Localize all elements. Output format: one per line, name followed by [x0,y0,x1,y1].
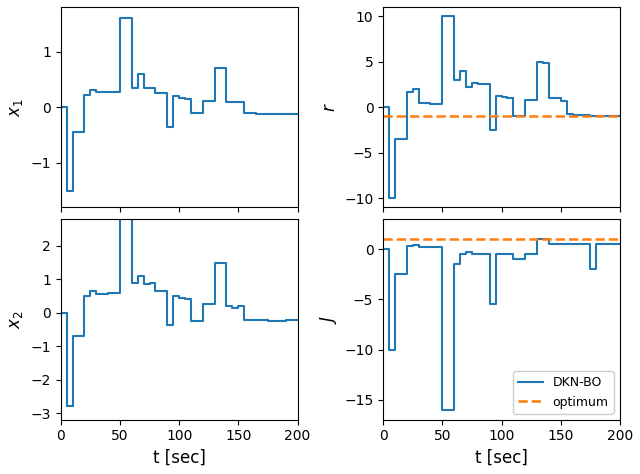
Y-axis label: $J$: $J$ [317,315,339,324]
Y-axis label: $r$: $r$ [321,102,339,112]
X-axis label: t [sec]: t [sec] [475,449,528,467]
X-axis label: t [sec]: t [sec] [153,449,205,467]
Legend: DKN-BO, optimum: DKN-BO, optimum [513,371,614,413]
Y-axis label: $x_2$: $x_2$ [7,310,25,329]
Y-axis label: $x_1$: $x_1$ [7,98,25,117]
